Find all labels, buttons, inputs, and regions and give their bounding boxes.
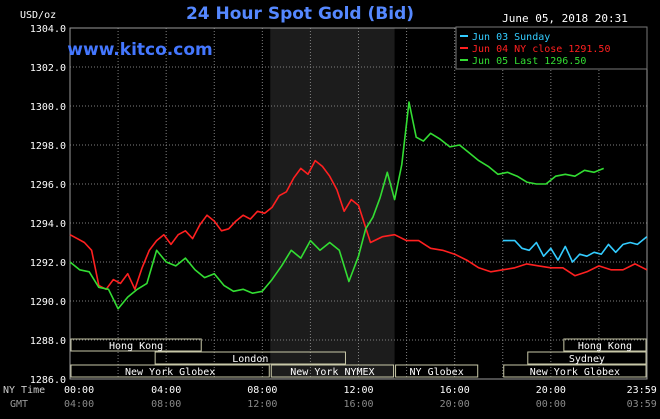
session-label: London xyxy=(232,354,268,365)
y-tick-label: 1300.0 xyxy=(30,102,66,113)
session-bar xyxy=(527,351,647,365)
legend-entry: Jun 04 NY close 1291.50 xyxy=(472,44,610,55)
x2-tick-label: 00:00 xyxy=(536,399,566,410)
y-tick-label: 1290.0 xyxy=(30,297,66,308)
session-bar xyxy=(395,364,479,378)
plot-frame xyxy=(69,27,648,380)
x-axis-row-label-gmt: GMT xyxy=(10,399,28,410)
y-axis-unit-label: USD/oz xyxy=(20,10,56,21)
y-tick-label: 1294.0 xyxy=(30,219,66,230)
series-line-3 xyxy=(69,101,605,310)
y-tick-label: 1286.0 xyxy=(30,375,66,386)
nymex-session-shade xyxy=(270,28,395,379)
session-bars-layer: Hong Kong Hong Kong London Sydney New York G… xyxy=(70,338,647,378)
session-bar xyxy=(154,351,346,365)
session-bar xyxy=(70,364,270,378)
x2-tick-label: 03:59 xyxy=(627,399,657,410)
x-tick-label: 04:00 xyxy=(151,385,181,396)
y-tick-label: 1288.0 xyxy=(30,336,66,347)
y-tick-label: 1302.0 xyxy=(30,63,66,74)
x2-tick-label: 04:00 xyxy=(64,399,94,410)
x2-tick-label: 08:00 xyxy=(151,399,181,410)
series-layer xyxy=(69,101,648,310)
session-label: New York Globex xyxy=(125,367,215,378)
series-line-2 xyxy=(69,159,648,291)
chart-title: 24 Hour Spot Gold (Bid) xyxy=(186,4,414,24)
session-label: Hong Kong xyxy=(578,341,632,352)
x-axis-row-label-ny-time: NY Time xyxy=(3,385,45,396)
session-label: Sydney xyxy=(569,354,605,365)
grid-layer xyxy=(69,27,648,380)
legend-box xyxy=(455,26,648,70)
x-tick-label: 20:00 xyxy=(536,385,566,396)
watermark-text: www.kitco.com xyxy=(67,40,212,60)
session-label: Hong Kong xyxy=(109,341,163,352)
axis-layer: 1304.0 1302.0 1300.0 1298.0 1296.0 1294.0 1292… xyxy=(30,24,657,410)
y-tick-label: 1298.0 xyxy=(30,141,66,152)
x2-tick-label: 20:00 xyxy=(440,399,470,410)
date-stamp: June 05, 2018 20:31 xyxy=(502,12,628,25)
y-tick-label: 1292.0 xyxy=(30,258,66,269)
session-bar xyxy=(70,338,202,352)
series-line-1 xyxy=(502,236,648,263)
session-label: NY Globex xyxy=(410,367,464,378)
session-label: New York Globex xyxy=(530,367,620,378)
legend-entry: Jun 05 Last 1296.50 xyxy=(472,56,586,67)
x-tick-label: 23:59 xyxy=(627,385,657,396)
session-label: New York NYMEX xyxy=(290,367,374,378)
x-tick-label: 08:00 xyxy=(247,385,277,396)
x-tick-label: 12:00 xyxy=(343,385,373,396)
x2-tick-label: 12:00 xyxy=(247,399,277,410)
legend-entry: Jun 03 Sunday xyxy=(472,32,550,43)
session-bar xyxy=(563,338,647,352)
x2-tick-label: 16:00 xyxy=(343,399,373,410)
y-tick-label: 1296.0 xyxy=(30,180,66,191)
x-tick-label: 16:00 xyxy=(440,385,470,396)
nymex-shade-layer xyxy=(270,28,395,379)
session-bar xyxy=(270,364,395,378)
session-bar xyxy=(503,364,647,378)
y-tick-label: 1304.0 xyxy=(30,24,66,35)
x-tick-label: 00:00 xyxy=(64,385,94,396)
